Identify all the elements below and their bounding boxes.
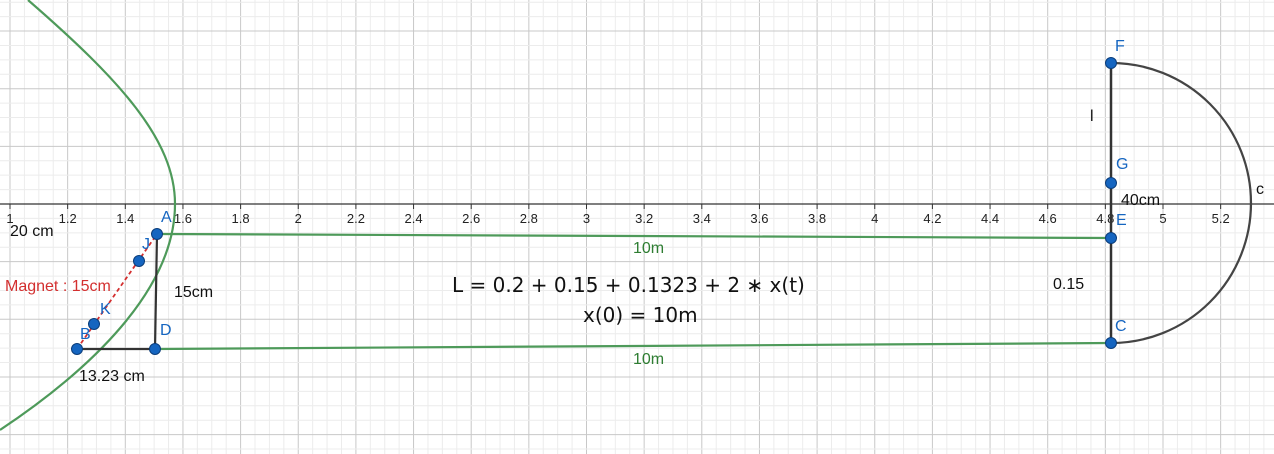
axis-tick-label: 4.2 xyxy=(923,211,941,226)
point-label-B: B xyxy=(80,326,91,343)
point-J[interactable] xyxy=(133,255,145,267)
axis-tick-label: 4.4 xyxy=(981,211,999,226)
point-label-K: K xyxy=(100,301,111,318)
axis-tick-label: 3.2 xyxy=(635,211,653,226)
point-label-D: D xyxy=(160,322,172,339)
parabola-curve[interactable] xyxy=(0,0,177,431)
axis-tick-label: 3.8 xyxy=(808,211,826,226)
axis-tick-label: 4.6 xyxy=(1039,211,1057,226)
point-E[interactable] xyxy=(1105,232,1117,244)
label-20cm: 20 cm xyxy=(10,223,54,240)
axis-tick-label: 2.8 xyxy=(520,211,538,226)
label-magnet: Magnet : 15cm xyxy=(5,278,111,295)
segment-AD[interactable] xyxy=(153,233,159,350)
axis-tick-label: 1.6 xyxy=(174,211,192,226)
point-label-E: E xyxy=(1116,212,1127,229)
formula-L: L = 0.2 + 0.15 + 0.1323 + 2 ∗ x(t) xyxy=(452,273,805,297)
point-G[interactable] xyxy=(1105,177,1117,189)
axis-tick-label: 1 xyxy=(6,211,13,226)
point-K[interactable] xyxy=(88,318,100,330)
point-label-A: A xyxy=(161,209,172,226)
label-bottom-10m: 10m xyxy=(633,351,664,368)
point-label-C: C xyxy=(1115,318,1127,335)
point-A[interactable] xyxy=(151,228,163,240)
point-D[interactable] xyxy=(149,343,161,355)
label-0-15: 0.15 xyxy=(1053,276,1084,293)
point-label-G: G xyxy=(1116,156,1128,173)
point-label-F: F xyxy=(1115,38,1125,55)
formula-x0: x(0) = 10m xyxy=(583,303,698,327)
label-15cm: 15cm xyxy=(174,284,213,301)
axis-tick-label: 2 xyxy=(295,211,302,226)
axis-tick-label: 4 xyxy=(871,211,878,226)
rope-top-segment[interactable] xyxy=(156,232,1112,240)
magnet-segment[interactable] xyxy=(76,233,158,350)
axis-tick-labels: 1 1.2 1.4 1.6 1.8 2 2.2 2.4 2.6 2.8 3 3.2 3.4 3.6 3.8 4… xyxy=(6,204,1230,226)
label-l: l xyxy=(1090,108,1094,125)
label-top-10m: 10m xyxy=(633,240,664,257)
axis-tick-label: 2.6 xyxy=(462,211,480,226)
axis-tick-label: 1.4 xyxy=(116,211,134,226)
axis-tick-label: 5 xyxy=(1159,211,1166,226)
axis-tick-label: 2.4 xyxy=(405,211,423,226)
axis-tick-label: 1.2 xyxy=(59,211,77,226)
label-c: c xyxy=(1256,181,1264,198)
label-13-23cm: 13.23 cm xyxy=(79,368,145,385)
axis-tick-label: 2.2 xyxy=(347,211,365,226)
point-label-J: J xyxy=(142,236,150,253)
axis-tick-label: 3 xyxy=(583,211,590,226)
point-C[interactable] xyxy=(1105,337,1117,349)
point-F[interactable] xyxy=(1105,57,1117,69)
axis-tick-label: 1.8 xyxy=(232,211,250,226)
point-B[interactable] xyxy=(71,343,83,355)
axis-tick-label: 3.4 xyxy=(693,211,711,226)
label-40cm: 40cm xyxy=(1121,192,1160,209)
semicircle-c[interactable] xyxy=(1110,61,1253,345)
axis-tick-label: 3.6 xyxy=(750,211,768,226)
rope-bottom-segment[interactable] xyxy=(154,341,1112,351)
axis-tick-label: 5.2 xyxy=(1212,211,1230,226)
